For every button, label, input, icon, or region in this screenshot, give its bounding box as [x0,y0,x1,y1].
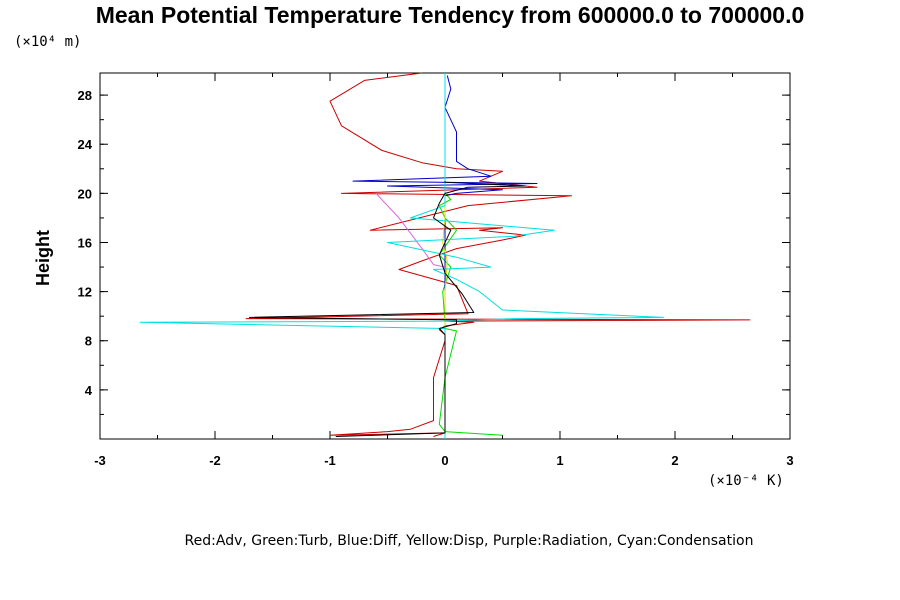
y-tick-label: 16 [78,235,92,250]
x-axis-multiplier: (×10⁻⁴ K) [708,473,784,489]
series-adv-line [245,72,751,437]
y-tick-label: 8 [85,334,92,349]
chart-title: Mean Potential Temperature Tendency from… [95,2,805,28]
x-tick-label: -3 [94,453,106,468]
series-total-line [249,181,526,437]
x-tick-label: -1 [324,453,336,468]
x-tick-label: 0 [441,453,448,468]
legend-text: Red:Adv, Green:Turb, Blue:Diff, Yellow:D… [184,533,754,549]
y-axis-multiplier: (×10⁴ m) [14,34,82,50]
series-radiation-line [375,193,446,268]
series-group [139,72,751,439]
x-tick-label: 1 [556,453,563,468]
x-tick-label: 2 [671,453,678,468]
y-tick-label: 28 [78,88,92,103]
x-tick-label: 3 [786,453,793,468]
y-tick-label: 12 [78,285,92,300]
series-condensation-line [139,73,664,439]
y-axis-label: Height [33,230,53,286]
y-tick-label: 24 [78,137,93,152]
series-disp-line [442,193,448,439]
x-tick-label: -2 [209,453,221,468]
series-turb-line [438,73,503,436]
y-tick-label: 4 [85,383,93,398]
y-tick-label: 20 [78,186,92,201]
